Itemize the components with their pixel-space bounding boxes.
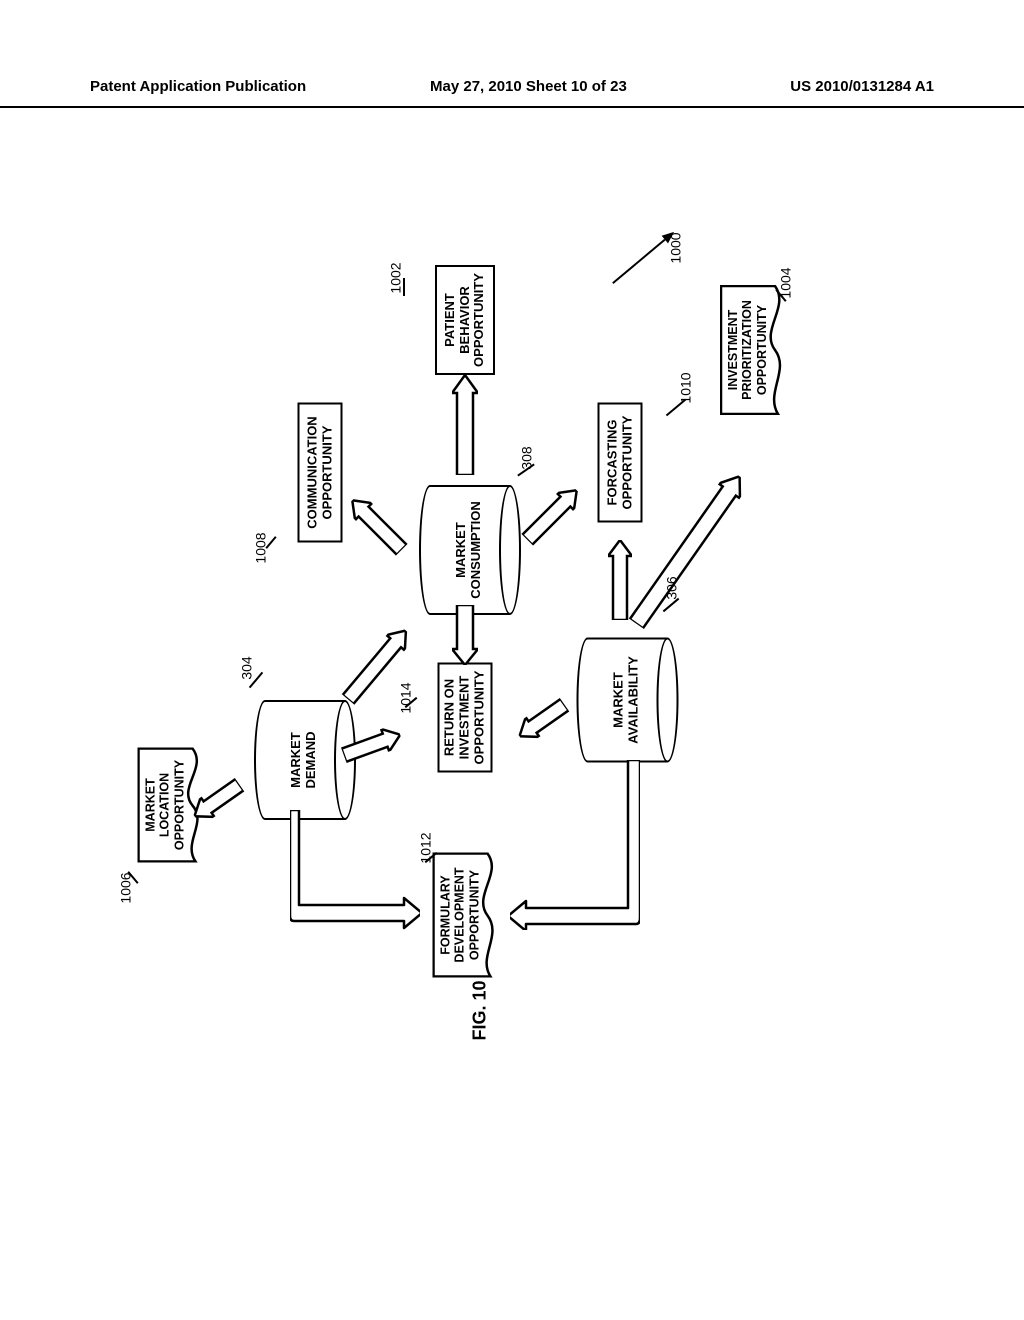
node-label: FORMULARYDEVELOPMENTOPPORTUNITY	[439, 853, 482, 978]
node-market-demand: MARKETDEMAND	[265, 700, 345, 820]
arrow-availability-to-forecasting	[608, 540, 632, 620]
page: { "header": { "left": "Patent Applicatio…	[0, 0, 1024, 1320]
node-investment-prioritization: INVESTMENTPRIORITIZATIONOPPORTUNITY	[720, 285, 790, 415]
node-label: MARKETCONSUMPTION	[454, 485, 484, 615]
header-left: Patent Application Publication	[90, 78, 306, 95]
diagram-area: PATIENTBEHAVIOROPPORTUNITY COMMUNICATION…	[100, 160, 900, 1060]
arrow-consumption-to-forecasting	[519, 482, 585, 548]
arrow-consumption-to-patient	[452, 375, 478, 475]
node-label: MARKETLOCATIONOPPORTUNITY	[144, 748, 187, 863]
node-label: PATIENTBEHAVIOROPPORTUNITY	[443, 273, 488, 367]
ref-1014: 1014	[398, 682, 414, 713]
node-roi: RETURN ONINVESTMENTOPPORTUNITY	[438, 663, 493, 773]
lead-1002	[403, 278, 405, 296]
page-header: Patent Application Publication May 27, 2…	[0, 78, 1024, 108]
ref-1012: 1012	[418, 832, 434, 863]
node-communication: COMMUNICATIONOPPORTUNITY	[298, 403, 343, 543]
node-label: INVESTMENTPRIORITIZATIONOPPORTUNITY	[726, 285, 769, 415]
arrow-availability-to-invest	[626, 469, 751, 631]
node-label: COMMUNICATIONOPPORTUNITY	[305, 416, 335, 528]
arrow-demand-to-formulary	[290, 810, 420, 930]
node-patient-behavior: PATIENTBEHAVIOROPPORTUNITY	[435, 265, 495, 375]
node-label: MARKETAVAILABILITY	[612, 638, 642, 763]
node-formulary: FORMULARYDEVELOPMENTOPPORTUNITY	[433, 853, 503, 978]
node-forecasting: FORCASTINGOPPORTUNITY	[598, 403, 643, 523]
arrow-consumption-to-communication	[344, 492, 410, 558]
node-label: RETURN ONINVESTMENTOPPORTUNITY	[443, 671, 488, 765]
arrow-availability-to-roi	[513, 695, 572, 746]
node-market-consumption: MARKETCONSUMPTION	[430, 485, 510, 615]
lead-1010	[666, 399, 686, 417]
header-right: US 2010/0131284 A1	[790, 78, 934, 95]
node-market-availability: MARKETAVAILABILITY	[588, 638, 668, 763]
ref-1002: 1002	[388, 262, 404, 293]
ref-306: 306	[664, 576, 680, 599]
node-label: FORCASTINGOPPORTUNITY	[605, 416, 635, 510]
ref-304: 304	[239, 656, 255, 679]
arrow-availability-to-formulary	[510, 760, 640, 930]
header-mid: May 27, 2010 Sheet 10 of 23	[430, 78, 627, 95]
arrow-consumption-to-roi	[452, 605, 478, 665]
node-label: MARKETDEMAND	[289, 700, 319, 820]
figure-label: FIG. 10	[470, 980, 491, 1040]
